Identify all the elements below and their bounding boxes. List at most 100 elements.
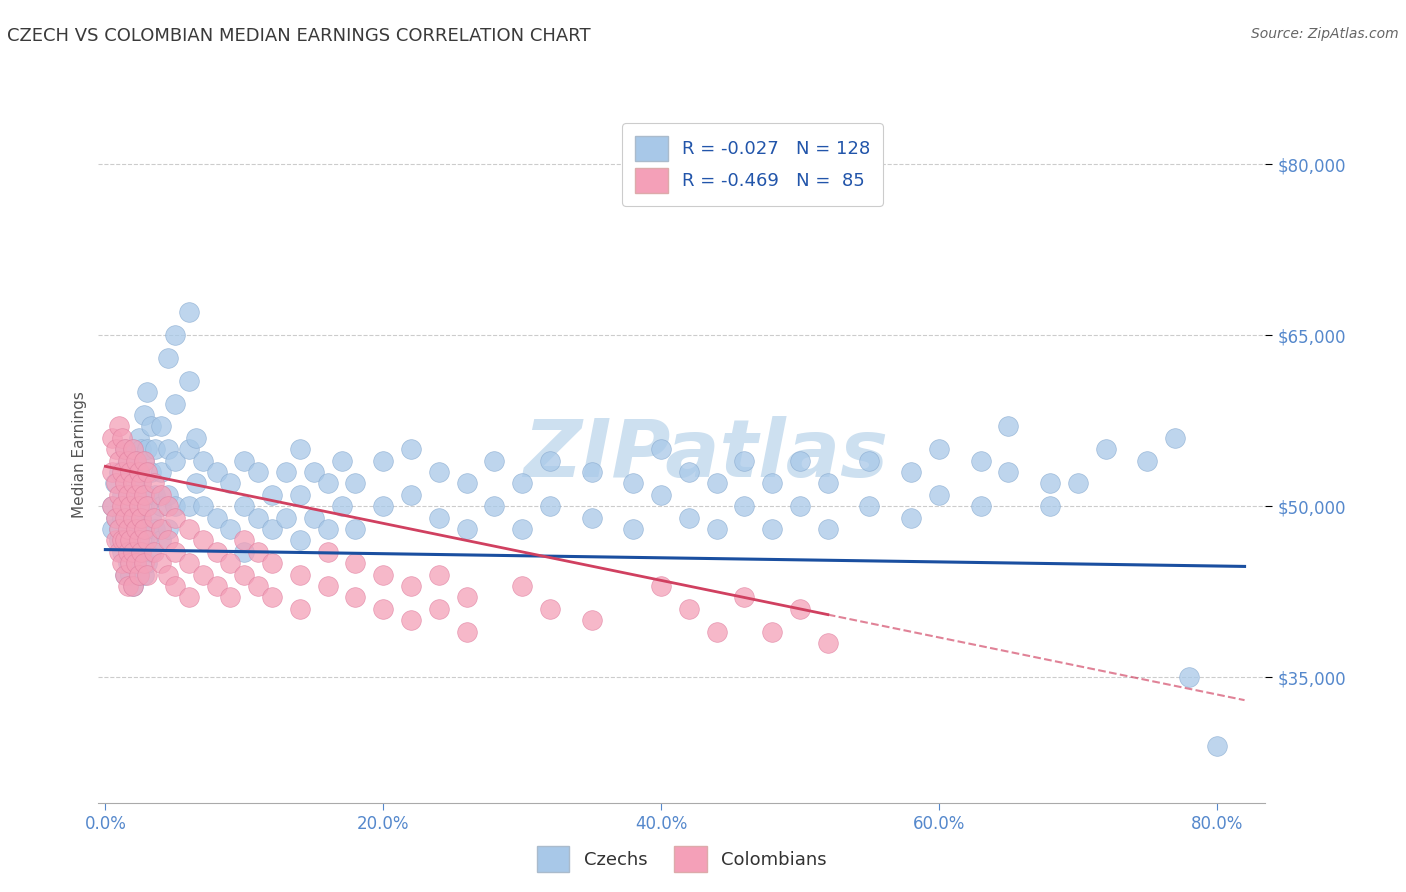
Point (538, 453, 561, 467)
Point (125, 453, 148, 467)
Point (344, 476, 367, 491)
Point (101, 500, 124, 514)
Point (120, 465, 142, 479)
Text: Source: ZipAtlas.com: Source: ZipAtlas.com (1251, 27, 1399, 41)
Point (134, 408, 156, 422)
Point (111, 465, 134, 479)
Point (114, 533, 136, 548)
Point (125, 488, 148, 502)
Point (233, 567, 256, 582)
Point (163, 396, 186, 410)
Point (650, 442, 672, 457)
Point (219, 476, 242, 491)
Point (136, 442, 159, 457)
Point (117, 453, 139, 467)
Point (122, 442, 145, 457)
Point (817, 522, 839, 536)
Point (706, 522, 728, 536)
Point (136, 500, 159, 514)
Point (581, 510, 603, 524)
Point (141, 510, 163, 524)
Point (205, 510, 228, 524)
Point (789, 602, 811, 616)
Point (706, 476, 728, 491)
Point (156, 442, 179, 457)
Point (678, 602, 700, 616)
Point (163, 328, 186, 343)
Point (120, 500, 142, 514)
Point (650, 488, 672, 502)
Point (288, 442, 311, 457)
Point (191, 500, 214, 514)
Point (125, 522, 148, 536)
Point (858, 500, 880, 514)
Point (114, 510, 136, 524)
Point (105, 476, 128, 491)
Point (111, 556, 134, 570)
Point (581, 465, 603, 479)
Point (101, 500, 124, 514)
Point (122, 545, 145, 559)
Point (149, 556, 172, 570)
Point (761, 522, 783, 536)
Point (125, 488, 148, 502)
Point (184, 431, 207, 445)
Point (1094, 442, 1116, 457)
Point (114, 567, 136, 582)
Point (111, 488, 134, 502)
Point (316, 476, 339, 491)
Point (538, 602, 561, 616)
Point (134, 453, 156, 467)
Point (122, 510, 145, 524)
Point (621, 522, 644, 536)
Point (117, 488, 139, 502)
Point (177, 556, 200, 570)
Point (131, 476, 153, 491)
Point (128, 465, 150, 479)
Point (149, 500, 172, 514)
Point (233, 545, 256, 559)
Point (111, 533, 134, 548)
Point (114, 476, 136, 491)
Point (373, 567, 395, 582)
Point (156, 488, 179, 502)
Point (302, 510, 325, 524)
Point (111, 545, 134, 559)
Point (131, 510, 153, 524)
Point (427, 510, 450, 524)
Point (399, 442, 422, 457)
Point (145, 442, 167, 457)
Point (108, 533, 131, 548)
Point (177, 374, 200, 388)
Point (928, 442, 950, 457)
Point (997, 465, 1019, 479)
Point (191, 567, 214, 582)
Point (105, 510, 128, 524)
Point (134, 500, 156, 514)
Point (344, 522, 367, 536)
Legend: Czechs, Colombians: Czechs, Colombians (524, 833, 839, 884)
Text: ZIPatlas: ZIPatlas (523, 416, 887, 494)
Point (177, 591, 200, 605)
Point (111, 510, 134, 524)
Point (510, 476, 533, 491)
Point (128, 500, 150, 514)
Point (134, 556, 156, 570)
Point (969, 453, 991, 467)
Point (156, 351, 179, 365)
Point (969, 500, 991, 514)
Point (114, 567, 136, 582)
Point (136, 465, 159, 479)
Point (288, 602, 311, 616)
Point (789, 500, 811, 514)
Point (156, 522, 179, 536)
Point (156, 567, 179, 582)
Point (136, 533, 159, 548)
Point (128, 533, 150, 548)
Point (108, 522, 131, 536)
Point (117, 453, 139, 467)
Point (141, 465, 163, 479)
Point (330, 453, 353, 467)
Point (817, 636, 839, 650)
Point (1039, 500, 1062, 514)
